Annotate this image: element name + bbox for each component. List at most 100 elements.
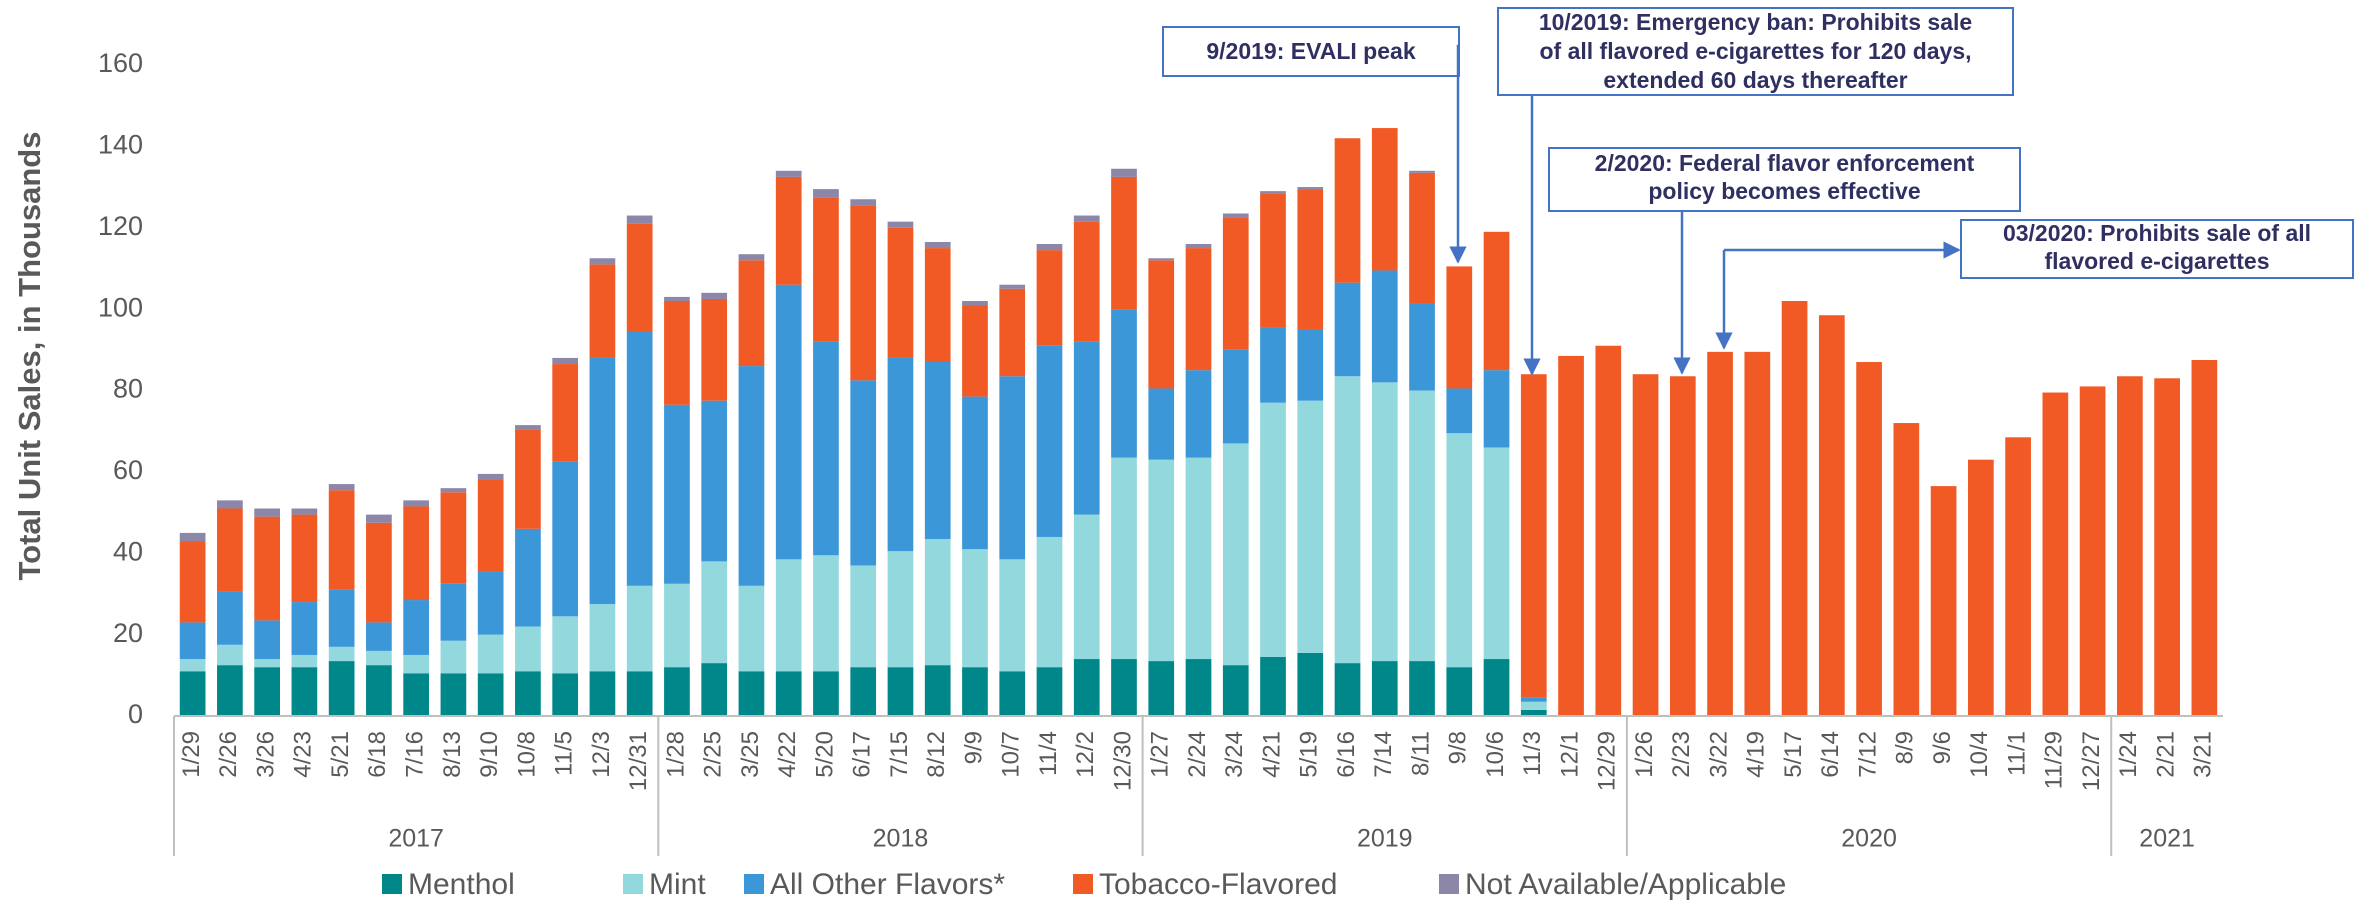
bar-segment [1967,459,1994,716]
x-tick-label: 3/24 [1221,731,1248,778]
bar-segment [701,561,728,664]
bar-segment [1222,665,1249,716]
legend-swatch [382,874,402,894]
bar-segment [552,357,579,365]
bar-segment [1483,659,1510,716]
y-tick-label: 100 [98,292,143,322]
legend-swatch [1073,874,1093,894]
bar-segment [813,671,839,716]
legend-label: Menthol [408,868,515,901]
bar-segment [775,671,802,716]
bar-segment [924,539,951,666]
y-tick-label: 60 [113,455,143,485]
bar-segment [1744,351,1771,716]
bar-segment [999,671,1026,716]
bar-segment [887,551,914,668]
bar-segment [999,284,1026,289]
bar-segment [738,260,765,367]
y-axis-title: Total Unit Sales, in Thousands [12,132,47,581]
group-label: 2021 [2139,825,2195,853]
x-tick-label: 6/14 [1817,731,1844,778]
bar-segment [1446,266,1473,389]
annotation-text: policy becomes effective [1648,178,1920,204]
bar-segment [850,565,877,668]
bar-segment [1185,244,1212,249]
x-tick-label: 10/6 [1482,731,1509,778]
bar-segment [1707,351,1733,716]
bar-segment [515,429,541,529]
bar-segment [403,673,430,716]
bar-segment [1334,282,1361,377]
bar-segment [1781,300,1808,716]
y-tick-label: 40 [113,536,143,566]
bar-segment [1520,374,1547,698]
x-tick-label: 4/23 [290,731,317,778]
bar-segment [440,673,467,716]
bar-segment [1111,176,1137,310]
bar-segment [626,215,653,224]
bar-segment [552,673,579,716]
bar-segment [1185,457,1212,660]
bar-segment [1669,376,1696,716]
bar-segment [1297,189,1324,330]
x-tick-label: 2/23 [1668,731,1695,778]
bar-segment [179,622,206,660]
x-tick-label: 12/30 [1109,731,1136,791]
bar-segment [1297,400,1324,653]
bar-segment [813,197,839,342]
x-tick-label: 10/4 [1966,731,1993,778]
legend-label: All Other Flavors* [770,868,1005,901]
bar-segment [1111,659,1137,716]
bar-segment [1036,345,1063,537]
annotation-text: 10/2019: Emergency ban: Prohibits sale [1539,9,1972,35]
bar-segment [552,616,579,674]
bar-segment [1893,423,1920,716]
bar-segment [440,583,467,641]
bar-segment [1260,193,1286,328]
bar-segment [775,284,802,560]
bar-segment [291,514,318,603]
bar-segment [2005,437,2031,716]
bar-segment [626,585,653,672]
x-tick-label: 9/9 [960,731,987,764]
bar-segment [254,516,280,621]
group-label: 2017 [388,825,444,853]
bar-segment [179,541,206,623]
bar-segment [477,473,504,481]
bar-segment [701,663,728,716]
legend-swatch [744,874,764,894]
x-tick-label: 4/19 [1743,731,1770,778]
legend-swatch [623,874,643,894]
bar-segment [962,396,988,550]
bar-segment [366,665,392,716]
x-tick-label: 8/11 [1407,731,1434,776]
x-tick-label: 8/9 [1892,731,1919,764]
bar-segment [887,221,914,228]
bar-segment [291,508,318,515]
annotation-text: extended 60 days thereafter [1603,67,1907,93]
bar-segment [1595,345,1622,716]
bar-segment [999,376,1026,560]
bar-segment [1185,370,1212,458]
bar-segment [589,357,616,605]
x-tick-label: 12/1 [1556,731,1583,778]
bar-segment [217,665,243,716]
x-tick-label: 1/27 [1147,731,1174,778]
bar-segment [1483,370,1510,448]
bar-segment [775,176,802,285]
bar-segment [1632,374,1659,716]
bar-segment [738,585,765,672]
bar-segment [1148,661,1175,716]
bar-segment [1036,536,1063,668]
x-tick-label: 7/16 [401,731,428,778]
bar-segment [999,559,1026,672]
bar-segment [1371,382,1398,662]
annotation-text: 03/2020: Prohibits sale of all [2003,220,2311,246]
bar-segment [738,366,765,586]
x-tick-label: 2/21 [2152,731,2179,778]
x-tick-label: 7/15 [886,731,913,778]
bar-segment [1371,128,1398,271]
bar-segment [403,600,430,655]
bar-segment [626,671,653,716]
bar-segment [1520,701,1547,710]
